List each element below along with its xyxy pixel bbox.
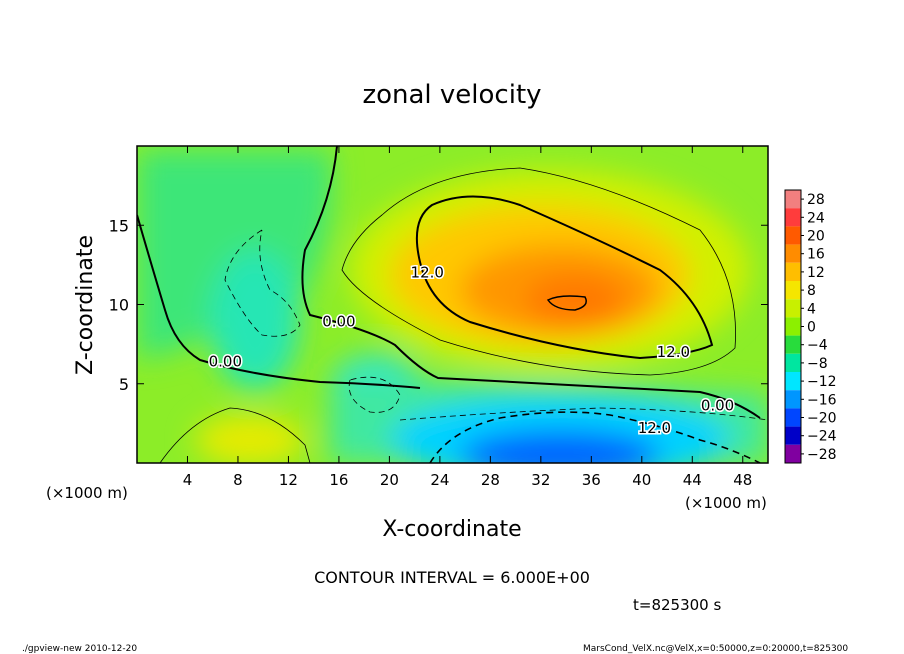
time-text: t=825300 s xyxy=(633,596,721,614)
x-unit-right: (×1000 m) xyxy=(685,494,767,512)
colorbar-swatch xyxy=(785,226,801,245)
contour-interval-text: CONTOUR INTERVAL = 6.000E+00 xyxy=(314,568,590,587)
colorbar-label: 4 xyxy=(807,301,816,317)
x-tick-label: 28 xyxy=(481,471,500,489)
region-negative-left xyxy=(210,250,300,390)
contour-labels: 12.0 12.0 0.00 0.00 0.00 12.0 xyxy=(207,262,736,438)
y-axis-label: Z-coordinate xyxy=(73,235,98,375)
colorbar: 28 24 20 16 12 8 4 0 −4 −8 −12 −16 −20 −24 −28 xyxy=(784,189,837,464)
colorbar-label: −12 xyxy=(807,374,837,390)
colorbar-swatch xyxy=(785,372,801,391)
y-tick-label: 5 xyxy=(119,375,129,394)
plot-area: 12.0 12.0 0.00 0.00 0.00 12.0 xyxy=(137,146,768,463)
contour-negative-mid xyxy=(348,376,401,413)
contour-negative-left xyxy=(224,229,301,337)
x-tick-label: 4 xyxy=(183,471,193,489)
colorbar-swatch xyxy=(785,390,801,409)
contour-positive-lower-left xyxy=(159,407,311,463)
contour-label: 12.0 xyxy=(638,419,671,437)
contour-zero-upper xyxy=(301,146,761,419)
x-tick-label: 48 xyxy=(733,471,752,489)
colorbar-swatch xyxy=(785,353,801,372)
colorbar-swatch xyxy=(785,408,801,427)
footer-right: MarsCond_VelX.nc@VelX,x=0:50000,z=0:2000… xyxy=(583,644,848,654)
x-tick-label: 40 xyxy=(632,471,651,489)
colorbar-label: −24 xyxy=(807,429,837,445)
colorbar-swatch xyxy=(785,299,801,318)
colorbar-swatch xyxy=(785,426,801,445)
chart-title: zonal velocity xyxy=(362,80,541,110)
x-axis-label: X-coordinate xyxy=(382,517,521,542)
x-tick-label: 8 xyxy=(233,471,243,489)
x-tick-label: 24 xyxy=(430,471,449,489)
x-tick-label: 32 xyxy=(531,471,550,489)
colorbar-label: 28 xyxy=(807,192,825,208)
y-tick-label: 15 xyxy=(109,216,129,235)
y-axis: 5 10 15 xyxy=(109,216,768,394)
x-tick-label: 16 xyxy=(329,471,348,489)
colorbar-label: 24 xyxy=(807,210,825,226)
region-positive-core xyxy=(525,275,625,325)
x-tick-label: 36 xyxy=(582,471,601,489)
x-tick-label: 20 xyxy=(380,471,399,489)
x-tick-label: 44 xyxy=(683,471,702,489)
contour-label: 0.00 xyxy=(322,313,355,331)
colorbar-swatch xyxy=(785,444,801,463)
region-neutral-left xyxy=(137,150,332,360)
colorbar-label: 8 xyxy=(807,283,816,299)
colorbar-swatch xyxy=(785,335,801,354)
x-tick-label: 12 xyxy=(279,471,298,489)
contour-label: 12.0 xyxy=(657,343,690,361)
colorbar-swatch xyxy=(785,281,801,300)
colorbar-label: −4 xyxy=(807,338,828,354)
contour-label: 0.00 xyxy=(209,352,242,370)
colorbar-label: 12 xyxy=(807,265,825,281)
footer-left: ./gpview-new 2010-12-20 xyxy=(22,644,137,654)
contour-label: 12.0 xyxy=(411,264,444,282)
colorbar-swatch xyxy=(785,208,801,227)
colorbar-label: −20 xyxy=(807,411,837,427)
colorbar-swatch xyxy=(785,262,801,281)
colorbar-label: −16 xyxy=(807,392,837,408)
y-tick-label: 10 xyxy=(109,296,129,315)
x-unit-left: (×1000 m) xyxy=(46,484,128,502)
contour-lines xyxy=(137,146,768,463)
colorbar-label: 16 xyxy=(807,247,825,263)
x-axis: 4 8 12 16 20 24 28 32 36 40 44 48 xyxy=(183,146,752,489)
colorbar-swatch xyxy=(785,190,801,209)
colorbar-swatch xyxy=(785,244,801,263)
contour-inner xyxy=(546,295,587,311)
region-negative-core xyxy=(460,430,660,463)
colorbar-label: −8 xyxy=(807,356,828,372)
contour-negative-6 xyxy=(399,407,768,421)
contour-negative-12 xyxy=(429,411,761,463)
colorbar-label: 20 xyxy=(807,229,825,245)
contour-label: 0.00 xyxy=(701,397,734,415)
colorbar-swatch xyxy=(785,317,801,336)
field-shading xyxy=(137,150,768,463)
contour-6-positive xyxy=(341,167,736,376)
colorbar-label: −28 xyxy=(807,447,837,463)
region-positive-lower-left xyxy=(195,415,305,463)
colorbar-label: 0 xyxy=(807,320,816,336)
contour-zero-lower xyxy=(137,214,421,389)
contour-12-positive xyxy=(415,195,714,360)
